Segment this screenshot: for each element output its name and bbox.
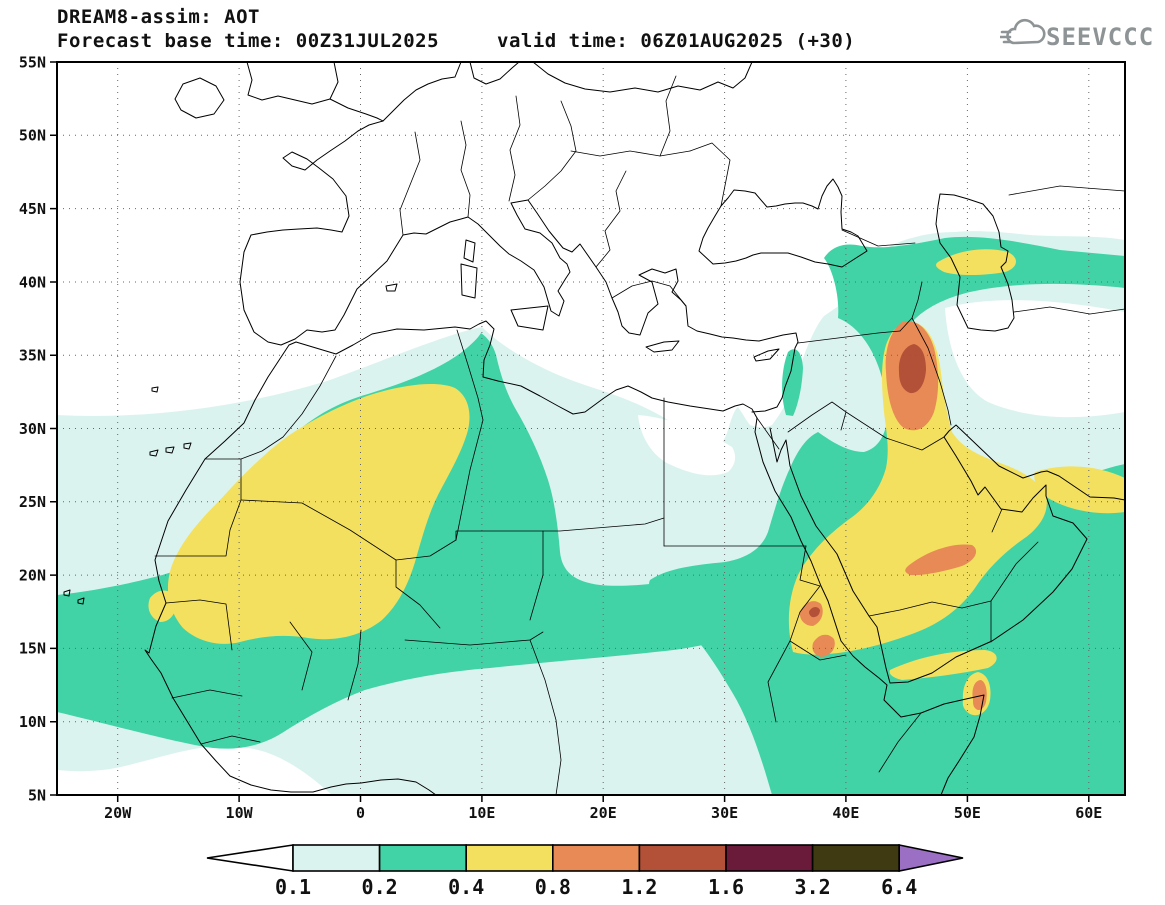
forecast-base-time: Forecast base time: 00Z31JUL2025 (57, 30, 440, 52)
lon-label: 10W (226, 804, 254, 822)
colorbar-label: 0.8 (535, 875, 571, 899)
country-borders (154, 75, 1125, 795)
contour-region-arabia-streak-aot-0p8 (905, 544, 977, 576)
colorbar-seg-0p8-1p2 (551, 844, 641, 872)
colorbar-label: 0.4 (448, 875, 484, 899)
colorbar-seg-0p2-0p4 (378, 844, 468, 872)
seevccc-logo: SEEVCCC (1000, 18, 1154, 51)
lat-label: 50N (19, 127, 46, 145)
contour-region-eritrea2-aot-0p8 (812, 634, 835, 657)
lon-label: 0 (356, 804, 365, 822)
contour-region-sahara-aot-0p4 (167, 384, 470, 644)
contour-fills (57, 231, 1125, 795)
contour-region-senegal-aot-0p4 (148, 590, 177, 622)
lon-label: 20E (590, 804, 617, 822)
lat-label: 35N (19, 346, 46, 364)
colorbar-seg-3p2-6p4 (811, 844, 900, 872)
lat-axis-labels: 55N 50N 45N 40N 35N 30N 25N 20N 15N 10N … (19, 53, 46, 804)
graticule (57, 62, 1125, 795)
cloud-icon (1000, 18, 1046, 45)
colorbar-arrow-right (898, 844, 964, 872)
contour-region-somalia-aot-0p8 (972, 680, 987, 710)
colorbar-label: 0.2 (362, 875, 398, 899)
axis-ticks (50, 61, 1090, 802)
lon-label: 20W (104, 804, 132, 822)
contour-region-arabia-aot-0p4 (788, 321, 1047, 655)
coastlines (63, 62, 1125, 795)
contour-hole-iran (945, 300, 1125, 418)
lat-label: 45N (19, 200, 46, 218)
valid-time: valid time: 06Z01AUG2025 (+30) (497, 30, 856, 52)
lon-label: 50E (954, 804, 981, 822)
lat-label: 55N (19, 53, 46, 71)
colorbar-label: 3.2 (795, 875, 831, 899)
colorbar-label: 0.1 (275, 875, 311, 899)
colorbar-labels: 0.1 0.2 0.4 0.8 1.2 1.6 3.2 6.4 (275, 875, 917, 899)
colorbar-label: 1.6 (708, 875, 744, 899)
contour-region-levant-aot-0p2 (782, 349, 803, 416)
colorbar-seg-1p2-1p6 (638, 844, 727, 872)
lat-label: 5N (28, 786, 46, 804)
lon-label: 10E (468, 804, 495, 822)
lat-label: 20N (19, 566, 46, 584)
colorbar-seg-0p4-0p8 (465, 844, 554, 872)
lon-label: 30E (711, 804, 738, 822)
colorbar-seg-0p1-0p2 (292, 844, 381, 872)
colorbar-arrow-left (206, 844, 294, 872)
lon-label: 40E (832, 804, 859, 822)
logo-text: SEEVCCC (1046, 23, 1154, 51)
map-svg: 55N 50N 45N 40N 35N 30N 25N 20N 15N 10N … (19, 53, 1126, 822)
lat-label: 10N (19, 713, 46, 731)
page-title: DREAM8-assim: AOT (57, 6, 260, 28)
colorbar-label: 1.2 (621, 875, 657, 899)
lon-label: 60E (1075, 804, 1102, 822)
colorbar: 0.1 0.2 0.4 0.8 1.2 1.6 3.2 6.4 (206, 844, 964, 899)
lat-label: 30N (19, 420, 46, 438)
lat-label: 15N (19, 640, 46, 658)
colorbar-label: 6.4 (881, 875, 917, 899)
contour-region-iraq-core-aot-1p2 (898, 344, 926, 394)
contour-region-eritrea-core-aot-1p2 (808, 607, 820, 618)
lat-label: 40N (19, 273, 46, 291)
lon-axis-labels: 20W 10W 0 10E 20E 30E 40E 50E 60E (104, 804, 1102, 822)
colorbar-seg-1p6-3p2 (725, 844, 814, 872)
contour-hole-egypt (638, 415, 736, 476)
subtitle-row: Forecast base time: 00Z31JUL2025 valid ti… (57, 30, 855, 52)
lat-label: 25N (19, 493, 46, 511)
